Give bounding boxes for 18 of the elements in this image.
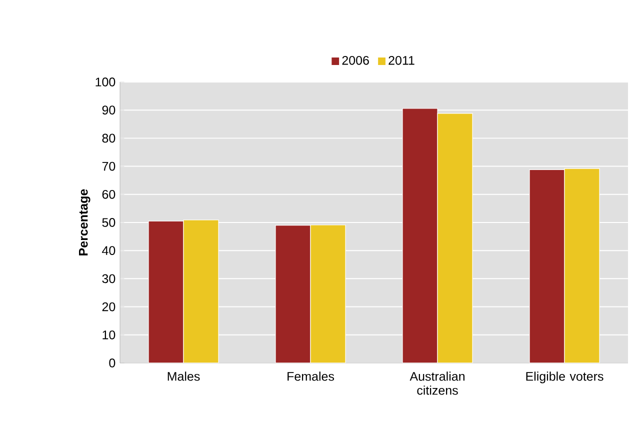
y-tick-label: 30: [102, 274, 116, 284]
y-tick-label: 100: [96, 78, 116, 86]
x-tick-label: Eligible voters: [526, 372, 604, 384]
y-tick-label: 70: [102, 162, 116, 171]
y-tick-label: 60: [102, 190, 116, 199]
y-tick-label: 0: [109, 358, 116, 368]
y-tick-label: 40: [102, 246, 116, 256]
y-axis-title: Percentage: [79, 189, 90, 256]
y-tick-label: 10: [102, 330, 116, 340]
y-tick-label: 50: [102, 218, 116, 227]
x-tick-label: Males: [168, 372, 200, 381]
y-tick-label: 90: [102, 106, 116, 115]
x-tick-label: Females: [288, 372, 334, 381]
x-tick-label: Australian citizens: [410, 372, 464, 395]
y-tick-label: 20: [102, 302, 116, 312]
legend-label: 2011: [388, 56, 414, 65]
y-tick-label: 80: [102, 134, 116, 143]
legend-label: 2006: [342, 56, 369, 65]
